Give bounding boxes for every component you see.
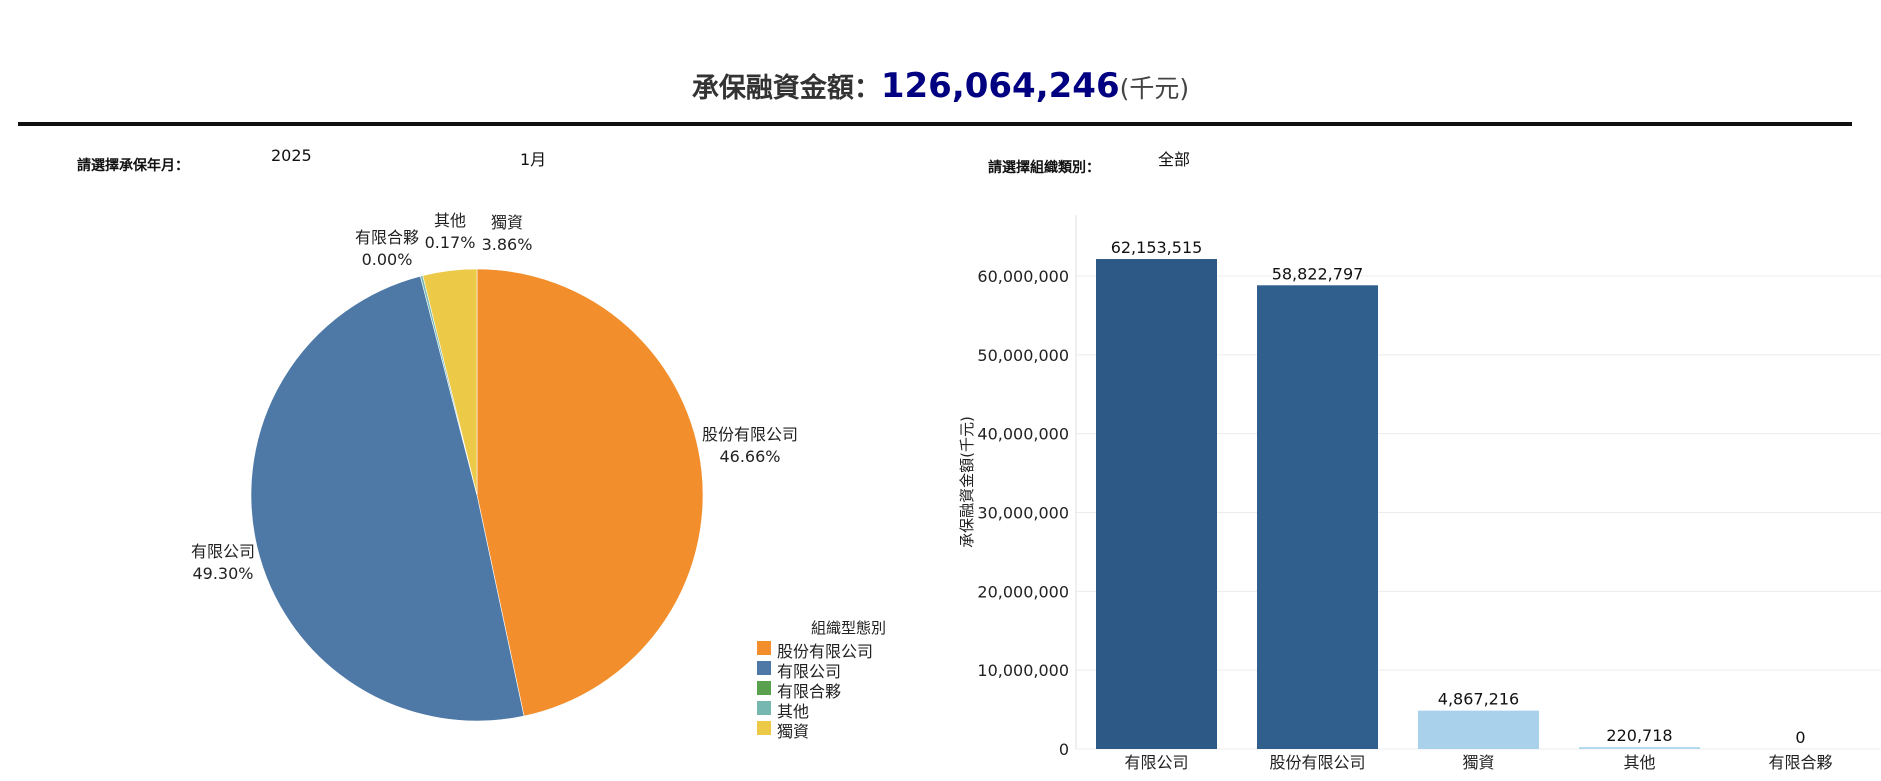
y-tick-label: 60,000,000 — [977, 267, 1069, 286]
x-tick-label: 股份有限公司 — [1269, 753, 1365, 772]
bar[interactable] — [1096, 259, 1217, 749]
month-selector[interactable]: 1月 — [520, 150, 547, 169]
pie-chart: 股份有限公司 46.66% 有限公司 49.30% 有限合夥 0.00% 其他 0.17% 獨資… — [191, 211, 798, 722]
total-label: 承保融資金額： — [691, 73, 881, 104]
pie-slice[interactable] — [250, 275, 525, 722]
x-tick-label: 獨資 — [1462, 753, 1494, 772]
legend-swatch — [757, 641, 771, 655]
pie-slice-percent: 3.86% — [482, 235, 533, 254]
pie-slice-label: 有限合夥 — [355, 228, 419, 247]
bar-value-label: 220,718 — [1606, 726, 1672, 745]
pie-slice[interactable] — [476, 268, 704, 717]
bar-value-label: 0 — [1795, 728, 1805, 747]
legend-label: 有限合夥 — [777, 682, 842, 701]
bar[interactable] — [1418, 710, 1539, 749]
header-title: 承保融資金額：126,064,246(千元) — [0, 66, 1881, 106]
x-tick-label: 有限公司 — [1124, 753, 1188, 772]
legend-label: 獨資 — [777, 722, 810, 741]
bar[interactable] — [1579, 747, 1700, 749]
type-selector[interactable]: 全部 — [1158, 150, 1191, 169]
period-filter-label: 請選擇承保年月： — [77, 158, 189, 174]
total-unit: (千元) — [1119, 74, 1190, 103]
bar-value-label: 4,867,216 — [1438, 690, 1519, 709]
pie-slice-label: 其他 — [434, 211, 466, 230]
pie-slice-label: 股份有限公司 — [702, 425, 798, 444]
legend-swatch — [757, 721, 771, 735]
total-amount: 126,064,246 — [880, 66, 1120, 106]
y-tick-label: 40,000,000 — [977, 425, 1069, 444]
y-tick-label: 0 — [1059, 740, 1069, 759]
header-divider — [18, 122, 1852, 126]
pie-slice[interactable] — [422, 268, 478, 496]
y-tick-label: 50,000,000 — [977, 346, 1069, 365]
y-tick-label: 30,000,000 — [977, 504, 1069, 523]
pie-slice-label: 有限公司 — [191, 542, 255, 561]
legend-label: 股份有限公司 — [777, 642, 874, 661]
pie-slice-percent: 0.17% — [425, 233, 476, 252]
pie-slice-percent: 49.30% — [192, 564, 253, 583]
legend-title: 組織型態別 — [811, 619, 887, 637]
type-filter-label: 請選擇組織類別： — [988, 160, 1100, 176]
pie-slice-percent: 0.00% — [362, 250, 413, 269]
bar-value-label: 58,822,797 — [1272, 264, 1364, 283]
pie-slice-percent: 46.66% — [719, 447, 780, 466]
legend-swatch — [757, 681, 771, 695]
bar[interactable] — [1257, 285, 1378, 749]
x-tick-label: 其他 — [1623, 753, 1655, 772]
legend-label: 其他 — [777, 702, 810, 721]
legend-label: 有限公司 — [777, 662, 842, 681]
x-tick-label: 有限合夥 — [1768, 753, 1832, 772]
legend-swatch — [757, 661, 771, 675]
pie-slice-label: 獨資 — [491, 213, 523, 232]
y-tick-label: 10,000,000 — [977, 661, 1069, 680]
bar-value-label: 62,153,515 — [1111, 238, 1203, 257]
legend-swatch — [757, 701, 771, 715]
year-selector[interactable]: 2025 — [271, 146, 312, 165]
y-tick-label: 20,000,000 — [977, 582, 1069, 601]
y-axis-label: 承保融資金額(千元) — [958, 416, 976, 548]
